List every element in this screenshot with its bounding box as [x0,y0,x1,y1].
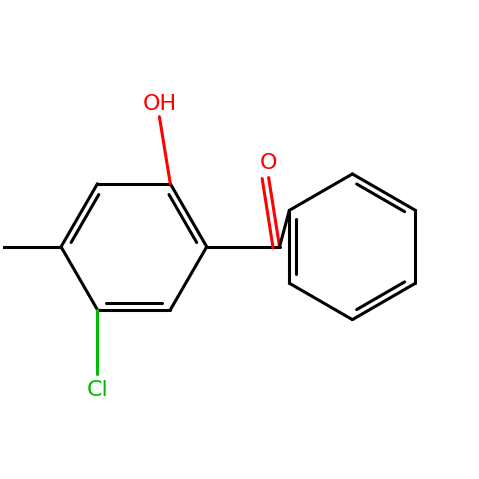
Text: Cl: Cl [87,380,108,400]
Text: O: O [260,153,277,173]
Text: OH: OH [142,93,176,114]
